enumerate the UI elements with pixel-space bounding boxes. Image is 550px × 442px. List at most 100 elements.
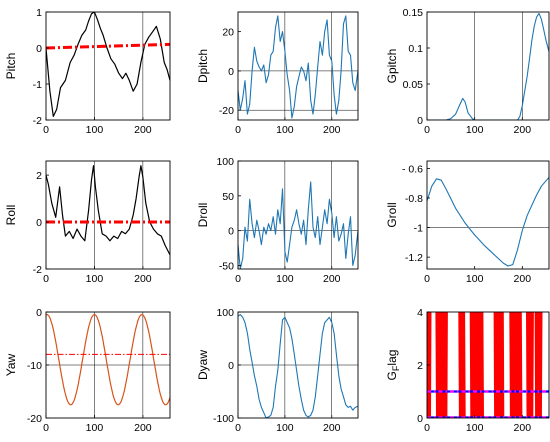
flag-burst [526,312,534,418]
plot-area [427,12,549,120]
y-tick-label: -1.2 [405,252,423,264]
flag-burst [493,312,505,418]
y-tick-label: -2 [33,264,42,276]
y-axis-label: Groll [385,202,399,227]
x-tick-label: 200 [134,422,152,434]
y-tick-label: 0.05 [403,79,424,91]
panel-pitch: 0 100 200 -2 -1 0 1 Pitch [4,7,171,136]
x-tick-label: 100 [276,273,294,285]
y-tick-label: 0 [228,226,234,238]
axis-box [237,11,359,121]
x-tick-label: 100 [86,422,104,434]
x-tick-label: 0 [235,273,241,285]
plot-area [238,12,358,120]
flag-burst [469,312,484,418]
panel-yaw: 0 100 200 -20 -10 0 Yaw [4,307,171,434]
x-tick-label: 0 [43,124,49,136]
y-tick-label: 100 [216,156,234,168]
flag-burst [458,312,466,418]
y-tick-label: 0 [36,307,42,319]
axis-box [426,160,550,270]
x-tick-label: 100 [466,422,484,434]
y-tick-label: 4 [417,307,423,319]
flag-burst [509,312,523,418]
y-axis-label: Roll [4,205,18,226]
x-tick-label: 0 [235,124,241,136]
x-tick-label: 200 [134,273,152,285]
panel-groll: 0 100 200 -1.2 -1 -0.8 - 0.6 Groll [385,160,550,285]
y-tick-label: -50 [219,261,234,273]
y-tick-label: 0 [417,413,423,425]
y-tick-label: -2 [33,115,42,127]
y-tick-label: -20 [27,413,42,425]
y-axis-label: Gpitch [385,49,399,84]
series-line-black [46,12,170,117]
y-axis-label: Droll [196,203,210,228]
y-tick-label: 2 [36,170,42,182]
plot-area [238,161,358,269]
y-tick-label: -1 [33,79,42,91]
panel-gpitch: 0 100 200 0 0.05 0.1 0.15 Gpitch [385,7,550,136]
y-axis-label: Dpitch [196,49,210,83]
series-line-blue [238,314,358,418]
panel-gflag: 0 100 200 0 2 4 GFlag [385,307,550,434]
x-tick-label: 0 [424,273,430,285]
series-line-blue [427,176,549,267]
plot-area [46,161,170,269]
series-line-blue [427,12,549,120]
y-tick-label: -1 [414,223,423,235]
x-tick-label: 0 [424,422,430,434]
series-line-blue [238,15,358,119]
flag-burst [435,312,448,418]
x-tick-label: 200 [323,422,341,434]
x-tick-label: 100 [466,124,484,136]
plot-area [427,176,549,267]
y-tick-label: 0 [228,66,234,78]
x-tick-label: 0 [43,422,49,434]
axis-box [45,11,171,121]
flag-burst [534,312,543,418]
x-tick-label: 0 [235,422,241,434]
x-tick-label: 200 [323,273,341,285]
y-tick-label: 50 [222,191,234,203]
y-tick-label: 0 [36,43,42,55]
threshold-line-red [46,42,170,50]
y-axis-label: Yaw [4,353,18,376]
y-tick-label: -100 [213,413,234,425]
y-tick-label: 20 [222,27,234,39]
y-tick-label: 2 [417,360,423,372]
x-tick-label: 100 [86,273,104,285]
y-tick-label: 100 [216,307,234,319]
series-line-blue [238,181,358,269]
y-tick-label: -0.8 [405,193,423,205]
x-tick-label: 0 [43,273,49,285]
ylabel-main: G [385,371,399,380]
y-tick-label: 0 [36,217,42,229]
ylabel-subscript: F [391,365,401,371]
series-line-black [46,165,170,256]
x-tick-label: 0 [424,124,430,136]
x-tick-label: 100 [86,124,104,136]
y-tick-label: 1 [36,7,42,19]
y-axis-label: Dyaw [196,350,210,380]
axis-box [426,11,550,121]
x-tick-label: 100 [276,124,294,136]
y-axis-label: Pitch [4,53,18,80]
x-tick-label: 100 [466,273,484,285]
x-tick-label: 200 [134,124,152,136]
plot-area [427,312,549,418]
x-tick-label: 200 [514,124,532,136]
y-axis-label: GFlag [385,350,401,381]
y-tick-label: - 0.6 [402,163,423,175]
x-tick-label: 200 [514,422,532,434]
y-tick-label: 0 [417,115,423,127]
y-tick-label: 0.15 [403,7,424,19]
x-tick-label: 200 [323,124,341,136]
axis-box [237,160,359,270]
